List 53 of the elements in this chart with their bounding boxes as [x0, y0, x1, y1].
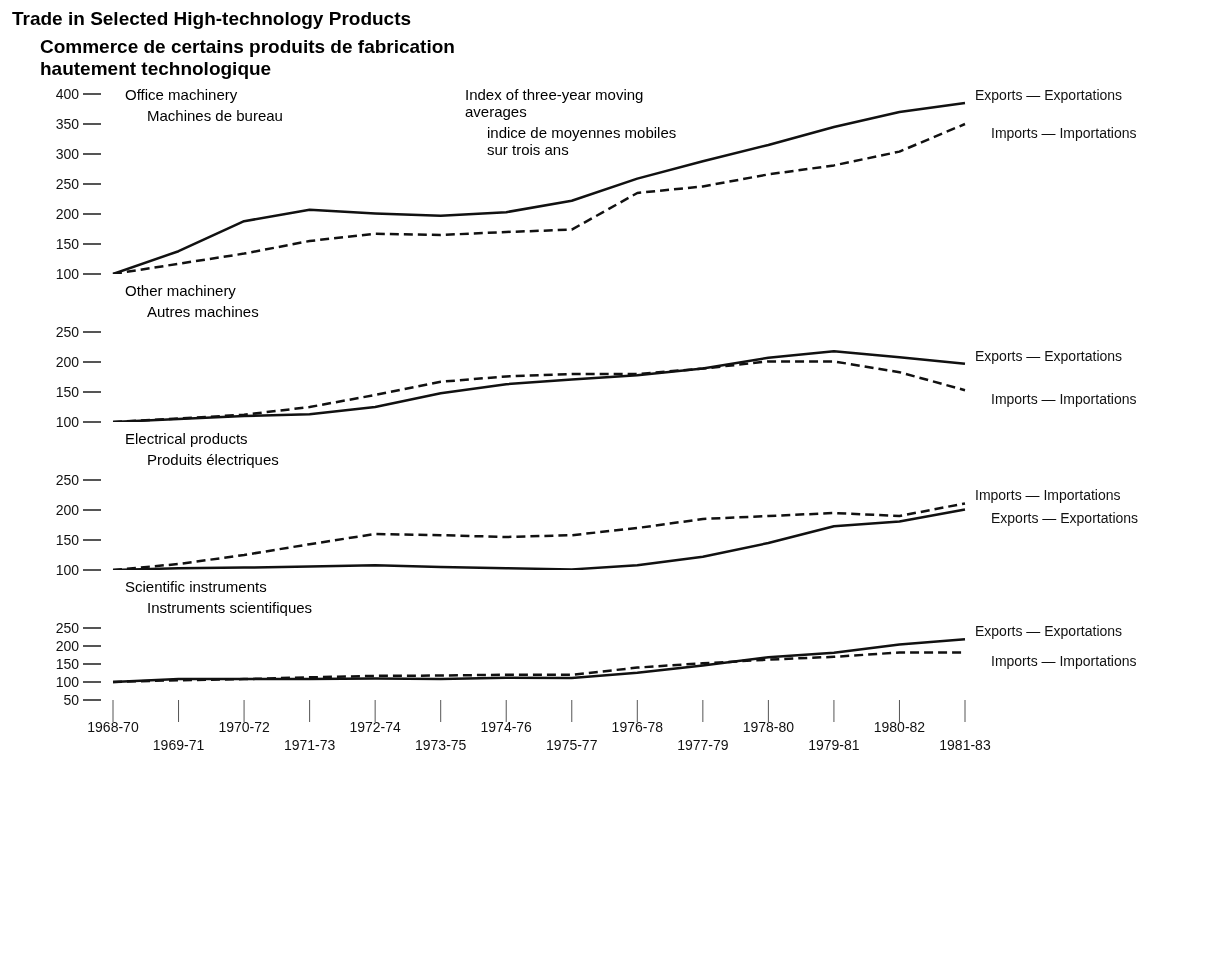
y-tick-label: 150: [55, 532, 80, 548]
y-tick-label: 150: [55, 384, 80, 400]
y-tick-label: 50: [63, 692, 80, 708]
text: Other machinery: [125, 282, 237, 299]
text: Produits électriques: [147, 451, 280, 468]
x-tick-label: 1971-73: [283, 737, 336, 753]
y-tick-label: 100: [55, 674, 80, 690]
x-tick-label: 1973-75: [415, 737, 467, 753]
y-tick-label: 250: [55, 620, 80, 636]
annotation: Machines de bureau: [147, 107, 284, 124]
series-label: Imports — Importations: [991, 125, 1137, 141]
chart-subtitle: Commerce de certains produits de fabrication hautement technologique: [40, 36, 456, 80]
x-tick-label: 1972-74: [349, 719, 402, 735]
x-tick-label: 1968-70: [87, 719, 139, 735]
annotation: Office machinery: [125, 86, 239, 103]
y-tick-label: 250: [55, 472, 80, 488]
x-tick-label: 1979-81: [808, 737, 860, 753]
chart-title: Trade in Selected High-technology Products: [12, 8, 413, 30]
x-tick-label: 1976-78: [611, 719, 664, 735]
series-label: Exports — Exportations: [975, 87, 1123, 103]
x-tick-label: 1974-76: [480, 719, 533, 735]
text: Electrical products: [125, 430, 249, 447]
y-tick-label: 200: [55, 206, 80, 222]
x-tick-label: 1975-77: [546, 737, 598, 753]
series-label: Exports — Exportations: [975, 347, 1123, 364]
x-tick-label: 1980-82: [873, 719, 926, 735]
series-label: Imports — Importations: [991, 391, 1137, 408]
y-tick-label: 300: [55, 146, 80, 162]
y-tick-label: 250: [55, 176, 80, 192]
y-tick-label: 100: [55, 414, 80, 430]
y-tick-label: 200: [55, 502, 80, 518]
y-tick-label: 350: [55, 116, 80, 132]
y-tick-label: 100: [55, 562, 80, 578]
y-tick-label: 100: [55, 266, 80, 282]
series-label: Imports — Importations: [991, 653, 1137, 670]
y-tick-label: 150: [55, 656, 80, 672]
series-label: Imports — Importations: [975, 487, 1121, 504]
y-tick-label: 250: [55, 324, 80, 340]
x-tick-label: 1978-80: [742, 719, 795, 735]
x-tick-label: 1969-71: [152, 737, 205, 753]
y-tick-label: 150: [55, 236, 80, 252]
text: Instruments scientifiques: [147, 599, 314, 616]
x-tick-label: 1970-72: [218, 719, 270, 735]
text: Scientific instruments: [125, 578, 268, 595]
y-tick-label: 400: [55, 86, 80, 102]
series-label: Exports — Exportations: [991, 510, 1139, 527]
annotation: indice de moyennes mobiles sur trois ans: [487, 124, 677, 158]
y-tick-label: 200: [55, 638, 80, 654]
series-label: Exports — Exportations: [975, 623, 1123, 640]
y-tick-label: 200: [55, 354, 80, 370]
text: Autres machines: [147, 303, 260, 320]
x-tick-label: 1977-79: [677, 737, 729, 753]
x-tick-label: 1981-83: [939, 737, 991, 753]
